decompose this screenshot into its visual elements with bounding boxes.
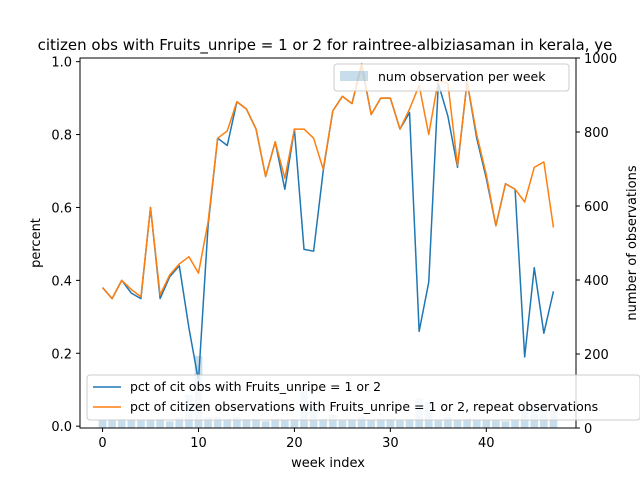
x-tick-label: 10 <box>190 436 207 451</box>
bar-week-25 <box>338 420 347 428</box>
bar-week-8 <box>175 417 184 428</box>
bar-week-28 <box>367 420 376 428</box>
y2-tick-label: 800 <box>584 126 609 141</box>
legend-label-orange: pct of citizen observations with Fruits_… <box>130 399 598 414</box>
bar-week-0 <box>98 419 107 428</box>
y2-tick-label: 0 <box>584 422 592 437</box>
bar-week-20 <box>290 418 299 428</box>
x-tick-label: 40 <box>478 436 495 451</box>
y-tick-label: 0.6 <box>51 201 72 216</box>
bar-week-14 <box>233 416 241 428</box>
legend-top: num observation per week <box>333 63 570 92</box>
y2-axis-label: number of observations <box>625 165 640 320</box>
bar-week-31 <box>396 420 404 428</box>
bar-week-5 <box>146 419 155 428</box>
y-axis: 0.0 0.2 0.4 0.6 0.8 1.0 <box>51 56 80 435</box>
bar-week-39 <box>472 419 481 428</box>
x-axis: 0 10 20 30 40 <box>98 428 495 451</box>
legend-top-swatch <box>340 71 368 81</box>
bar-week-1 <box>108 419 116 428</box>
bar-week-7 <box>165 421 174 428</box>
bar-week-15 <box>242 418 251 428</box>
y-tick-label: 0.8 <box>51 129 72 144</box>
line-pct-repeat-obs <box>101 62 555 300</box>
y2-axis: 0 200 400 600 800 1000 <box>576 52 617 437</box>
bar-week-11 <box>204 416 212 428</box>
bar-week-29 <box>376 418 385 428</box>
line-pct-cit-obs <box>101 64 555 382</box>
legend-bottom-box <box>86 374 640 421</box>
bar-week-40 <box>482 419 491 428</box>
bar-week-16 <box>252 418 260 428</box>
bar-week-19 <box>280 420 289 428</box>
bar-week-4 <box>137 420 145 428</box>
y-tick-label: 0.2 <box>51 347 72 362</box>
bar-week-13 <box>223 418 232 428</box>
bar-week-23 <box>319 418 328 428</box>
y2-tick-label: 600 <box>584 200 609 215</box>
legend-top-box <box>333 63 570 92</box>
bar-week-41 <box>492 420 500 428</box>
x-axis-label: week index <box>291 456 365 471</box>
chart-title: citizen obs with Fruits_unripe = 1 or 2 … <box>38 36 613 55</box>
line-series <box>101 62 555 382</box>
y2-tick-label: 400 <box>584 274 609 289</box>
bar-week-17 <box>261 421 270 428</box>
legend-top-label: num observation per week <box>378 69 546 84</box>
bar-week-30 <box>386 418 395 428</box>
bar-week-35 <box>434 420 443 428</box>
plot-frame <box>79 57 577 429</box>
bar-week-32 <box>405 418 414 428</box>
bar-week-24 <box>328 415 337 428</box>
bar-week-27 <box>357 416 366 428</box>
bar-week-12 <box>213 416 222 428</box>
bar-week-38 <box>463 418 471 428</box>
y-tick-label: 1.0 <box>51 56 72 71</box>
bar-week-6 <box>156 418 164 428</box>
x-tick-label: 30 <box>382 436 399 451</box>
legend-label-blue: pct of cit obs with Fruits_unripe = 1 or… <box>130 379 381 394</box>
bar-week-18 <box>271 418 280 428</box>
bar-week-26 <box>348 418 356 428</box>
legend-bottom: pct of cit obs with Fruits_unripe = 1 or… <box>86 374 640 421</box>
y2-tick-label: 200 <box>584 348 609 363</box>
bar-week-36 <box>444 416 452 428</box>
bar-week-2 <box>117 418 126 428</box>
y-tick-label: 0.0 <box>51 420 72 435</box>
y-tick-label: 0.4 <box>51 274 72 289</box>
y-axis-label: percent <box>29 218 44 268</box>
bar-week-43 <box>511 420 519 428</box>
x-tick-label: 20 <box>286 436 303 451</box>
y2-tick-label: 1000 <box>584 52 617 67</box>
bar-week-42 <box>501 421 510 428</box>
bar-week-37 <box>453 419 462 428</box>
x-tick-label: 0 <box>98 436 106 451</box>
bar-week-3 <box>127 419 136 428</box>
